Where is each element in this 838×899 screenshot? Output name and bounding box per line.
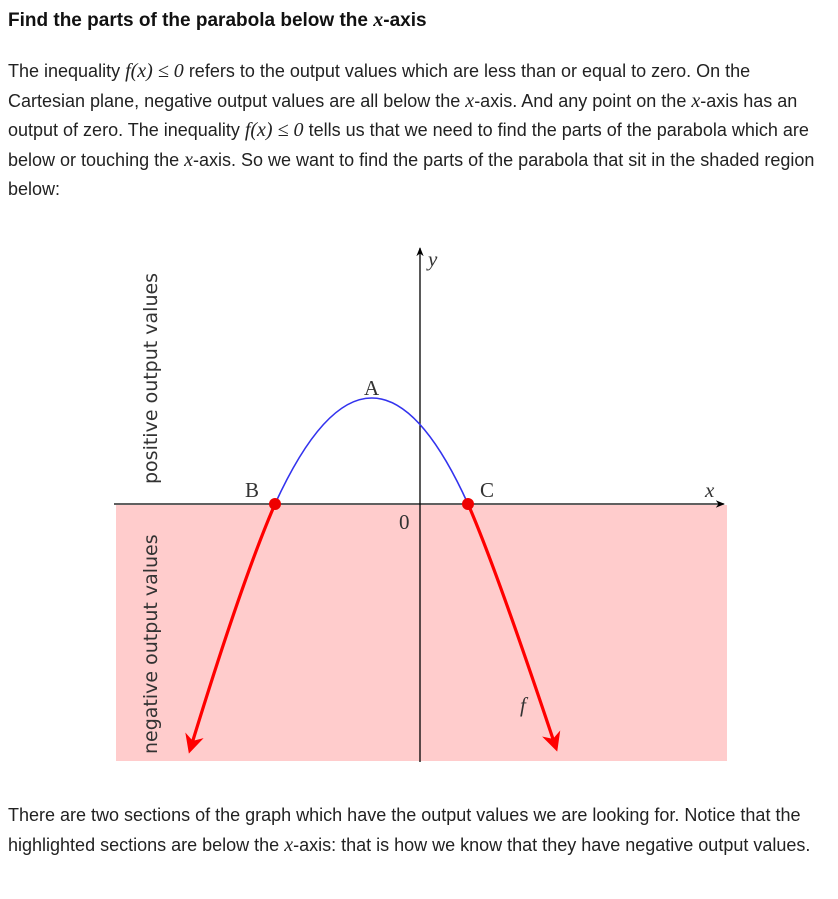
heading-math-x: x bbox=[373, 9, 384, 31]
outro-text-2: -axis: that is how we know that they hav… bbox=[293, 834, 811, 855]
heading-text-after: -axis bbox=[383, 10, 427, 31]
intro-text-4: -axis has an output of zero. The inequal… bbox=[8, 90, 798, 141]
section-heading: Find the parts of the parabola below the… bbox=[8, 6, 427, 35]
outro-text-1: There are two sections of the graph whic… bbox=[8, 805, 801, 855]
intro-text-6: -axis. So we want to find the parts of t… bbox=[8, 149, 815, 200]
parabola-below-axis-left bbox=[185, 503, 277, 754]
x-axis-label: x bbox=[704, 478, 715, 502]
intro-math-x-1: x bbox=[465, 89, 475, 112]
y-axis-label: y bbox=[426, 247, 438, 271]
shaded-negative-region bbox=[116, 505, 727, 761]
intro-text-2: refers to the output values which are le… bbox=[8, 61, 751, 111]
intro-math-x-3: x bbox=[184, 148, 194, 171]
point-a-label: A bbox=[364, 376, 380, 400]
outro-math-x: x bbox=[284, 833, 294, 856]
intro-text-3: -axis. And any point on the bbox=[474, 90, 692, 111]
point-c-label: C bbox=[480, 478, 494, 502]
parabola-below-axis-right bbox=[466, 503, 561, 752]
function-label: f bbox=[520, 693, 529, 717]
heading-text-before: Find the parts of the parabola below the bbox=[8, 10, 374, 31]
intro-math-x-2: x bbox=[691, 89, 701, 112]
outro-paragraph: There are two sections of the graph whic… bbox=[8, 801, 823, 860]
point-b-label: B bbox=[245, 478, 259, 502]
intro-math-inequality-1: f(x) ≤ 0 bbox=[125, 60, 184, 82]
intro-text-5: tells us that we need to find the parts … bbox=[8, 120, 809, 170]
intro-paragraph: The inequality f(x) ≤ 0 refers to the ou… bbox=[8, 57, 823, 205]
intro-text-1: The inequality bbox=[8, 61, 126, 81]
origin-label: 0 bbox=[399, 510, 410, 534]
point-c-marker bbox=[462, 498, 474, 510]
intro-math-inequality-2: f(x) ≤ 0 bbox=[244, 119, 304, 141]
point-b-marker bbox=[269, 498, 281, 510]
positive-output-label: positive output values bbox=[140, 273, 162, 484]
parabola-graph: A B C 0 x y f positive output values neg… bbox=[114, 247, 727, 762]
parabola-above-axis bbox=[274, 397, 469, 505]
parabola-figure: A B C 0 x y f positive output values neg… bbox=[110, 238, 730, 768]
negative-output-label: negative output values bbox=[140, 534, 162, 754]
